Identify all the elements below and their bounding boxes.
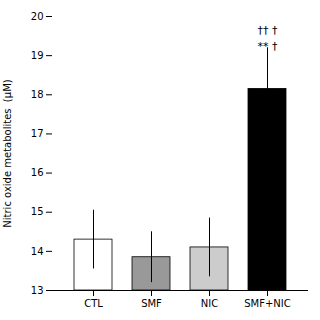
svg-text:18: 18 [31,89,44,100]
svg-text:19: 19 [31,50,44,61]
svg-text:** †: ** † [258,40,278,53]
svg-text:13: 13 [31,285,44,296]
svg-text:CTL: CTL [84,298,103,309]
svg-text:14: 14 [31,246,44,257]
svg-text:20: 20 [31,11,44,22]
svg-text:NIC: NIC [201,298,218,309]
svg-text:Nitric oxide metabolites (μM): Nitric oxide metabolites (μM) [2,79,13,227]
svg-text:†† †: †† † [258,24,278,37]
svg-text:15: 15 [31,206,44,217]
svg-text:16: 16 [31,167,44,178]
svg-text:17: 17 [31,128,44,139]
svg-text:SMF: SMF [141,298,162,309]
svg-text:SMF+NIC: SMF+NIC [244,298,291,309]
